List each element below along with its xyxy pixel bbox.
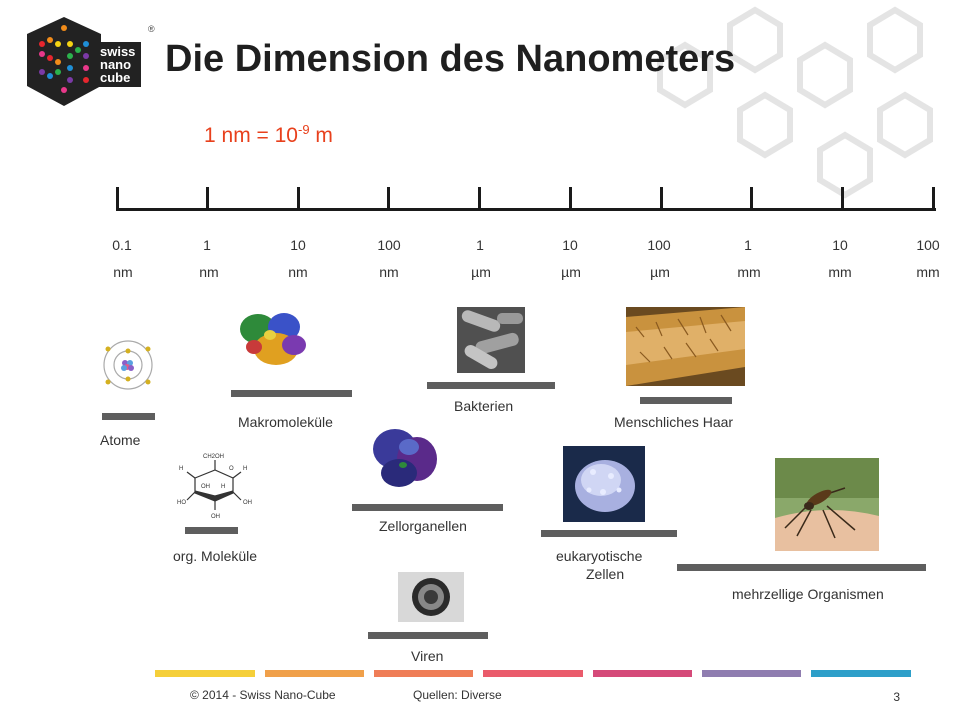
footer-color-segment bbox=[265, 670, 364, 677]
zellorganellen-label: Zellorganellen bbox=[379, 518, 467, 534]
zellorganellen-range-bar bbox=[352, 504, 503, 511]
svg-text:HO: HO bbox=[177, 500, 186, 506]
tick-unit: nm bbox=[379, 264, 399, 280]
cell-organelle-image bbox=[373, 429, 437, 487]
tick-unit: mm bbox=[916, 264, 940, 280]
scale-tick bbox=[297, 187, 300, 211]
logo-hexagon-icon bbox=[27, 17, 101, 106]
tick-value: 1 bbox=[476, 237, 484, 253]
tick-value: 100 bbox=[916, 237, 940, 253]
viren-label: Viren bbox=[411, 648, 444, 664]
tick-value: 100 bbox=[377, 237, 401, 253]
tick-value: 1 bbox=[203, 237, 211, 253]
swiss-nano-cube-logo: swiss nano cube ® bbox=[24, 14, 159, 109]
svg-text:OH: OH bbox=[211, 514, 220, 520]
footer-color-segment bbox=[155, 670, 255, 677]
registered-mark: ® bbox=[148, 24, 155, 34]
footer-color-segment bbox=[374, 670, 473, 677]
organismen-range-bar bbox=[677, 564, 926, 571]
tick-unit: µm bbox=[650, 264, 670, 280]
logo-text-cube: cube bbox=[100, 70, 131, 85]
scale-tick bbox=[841, 187, 844, 211]
formula-exponent: -9 bbox=[297, 122, 310, 137]
formula-base: 1 nm = 10 bbox=[204, 124, 298, 147]
svg-text:H: H bbox=[243, 466, 247, 472]
footer-sources: Quellen: Diverse bbox=[413, 688, 502, 702]
bacteria-image bbox=[457, 307, 525, 373]
page-title: Die Dimension des Nanometers bbox=[165, 38, 736, 80]
tick-unit: µm bbox=[561, 264, 581, 280]
glucose-structure-image: CH2OH O H H HO OH OH OH H bbox=[177, 454, 252, 520]
logo-text-swiss: swiss bbox=[100, 44, 136, 59]
scale-tick bbox=[932, 187, 935, 211]
formula-unit: m bbox=[309, 124, 333, 147]
svg-text:CH2OH: CH2OH bbox=[203, 454, 224, 460]
org-molekuele-range-bar bbox=[185, 527, 238, 534]
eukaryotische-label-line1: eukaryotische bbox=[556, 548, 643, 564]
tick-value: 10 bbox=[562, 237, 578, 253]
svg-text:H: H bbox=[179, 466, 183, 472]
scale-tick bbox=[387, 187, 390, 211]
haar-label: Menschliches Haar bbox=[614, 414, 734, 430]
footer-copyright: © 2014 - Swiss Nano-Cube bbox=[190, 688, 336, 702]
footer-color-segment bbox=[483, 670, 583, 677]
mosquito-image bbox=[775, 458, 879, 551]
scale-axis-line bbox=[118, 208, 936, 211]
page-number: 3 bbox=[893, 690, 900, 704]
viren-range-bar bbox=[368, 632, 488, 639]
svg-text:OH: OH bbox=[201, 484, 210, 490]
atome-range-bar bbox=[102, 413, 155, 420]
tick-value: 1 bbox=[744, 237, 752, 253]
makromolekuele-label: Makromoleküle bbox=[238, 414, 333, 430]
makromolekuele-range-bar bbox=[231, 390, 352, 397]
svg-text:H: H bbox=[221, 484, 225, 490]
tick-value: 10 bbox=[832, 237, 848, 253]
tick-unit: mm bbox=[828, 264, 852, 280]
logo-text-nano: nano bbox=[100, 57, 132, 72]
footer-color-segment bbox=[811, 670, 911, 677]
eukaryotic-cell-image bbox=[563, 446, 645, 522]
tick-unit: nm bbox=[199, 264, 219, 280]
tick-unit: mm bbox=[737, 264, 761, 280]
scale-tick bbox=[569, 187, 572, 211]
scale-tick bbox=[116, 187, 119, 211]
organismen-label: mehrzellige Organismen bbox=[732, 586, 884, 602]
hexagon-pattern-decoration bbox=[657, 6, 933, 199]
tick-value: 0.1 bbox=[112, 237, 132, 253]
footer-color-segment bbox=[702, 670, 801, 677]
tick-unit: nm bbox=[113, 264, 133, 280]
tick-value: 100 bbox=[647, 237, 671, 253]
scale-tick bbox=[660, 187, 663, 211]
macromolecule-image bbox=[240, 313, 306, 365]
atom-image bbox=[103, 340, 153, 390]
nanometer-formula: 1 nm = 10-9 m bbox=[204, 122, 333, 148]
tick-value: 10 bbox=[290, 237, 306, 253]
svg-text:O: O bbox=[229, 466, 234, 472]
atome-label: Atome bbox=[100, 432, 141, 448]
bakterien-range-bar bbox=[427, 382, 555, 389]
bakterien-label: Bakterien bbox=[454, 398, 514, 414]
virus-image bbox=[398, 572, 464, 622]
scale-tick bbox=[750, 187, 753, 211]
org-molekuele-label: org. Moleküle bbox=[173, 548, 258, 564]
tick-unit: nm bbox=[288, 264, 308, 280]
scale-tick bbox=[478, 187, 481, 211]
scale-tick bbox=[206, 187, 209, 211]
tick-unit: µm bbox=[471, 264, 491, 280]
svg-text:OH: OH bbox=[243, 500, 252, 506]
eukaryotische-label-line2: Zellen bbox=[586, 566, 625, 582]
human-hair-image bbox=[626, 307, 745, 386]
footer-color-segment bbox=[593, 670, 692, 677]
eukaryotische-range-bar bbox=[541, 530, 677, 537]
haar-range-bar bbox=[640, 397, 732, 404]
